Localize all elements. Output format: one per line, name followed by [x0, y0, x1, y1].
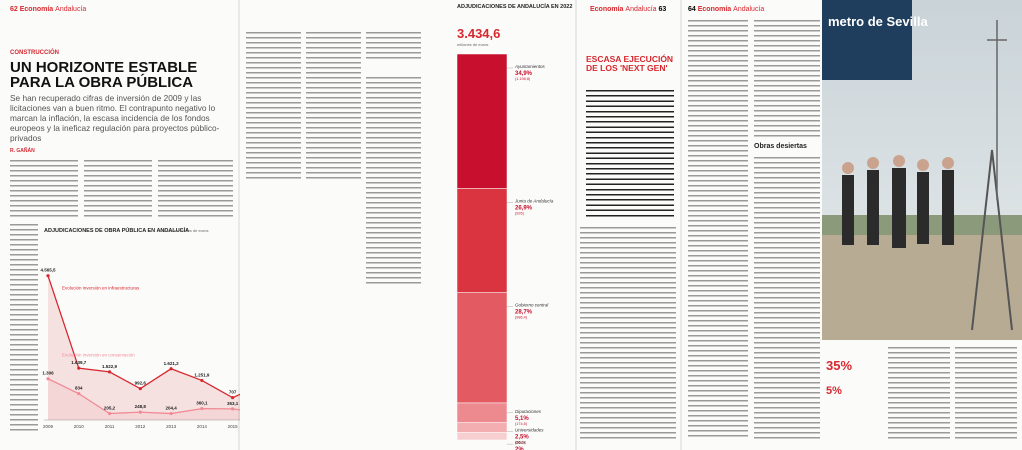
point [77, 392, 80, 395]
subhead: Obras desiertas [754, 143, 807, 150]
value-label: 707 [229, 390, 237, 395]
text-block [688, 18, 748, 438]
segment-amount: (926) [515, 212, 525, 216]
photo: metro de Sevilla [822, 0, 1022, 340]
value-label: 1.522,9 [102, 364, 118, 369]
region: Andalucía [625, 6, 656, 13]
bar-segment [457, 189, 507, 293]
x-tick-label: 2012 [135, 424, 146, 429]
region: Andalucía [733, 6, 764, 13]
text-block [955, 345, 1017, 440]
text-block [754, 18, 820, 138]
text-block [366, 30, 421, 60]
value-label: 4.565,5 [40, 268, 56, 273]
segment-name: Otros [515, 440, 527, 445]
point [200, 407, 203, 410]
stacked-bar-chart: ADJUDICACIONES DE ANDALUCÍA EN 2022 3.43… [455, 0, 575, 450]
chart-subtitle: Cifras en millones de euros [160, 228, 208, 233]
stat: 5% [826, 385, 842, 397]
bar-segment [457, 292, 507, 403]
segment-name: Universidades [515, 427, 544, 432]
bar-segment [457, 423, 507, 433]
bar-segment [457, 432, 507, 440]
spread: 62 Economía Andalucía CONSTRUCCIÓN UN HO… [0, 0, 1022, 450]
bar-segment [457, 54, 507, 189]
text-block [888, 345, 950, 440]
legend-label: Evolución inversión en infraestructuras [62, 286, 140, 291]
page-number: 63 [659, 6, 667, 13]
x-tick-label: 2015 [228, 424, 239, 429]
value-label: 1.639,7 [71, 360, 87, 365]
x-tick-label: 2013 [166, 424, 177, 429]
total: 3.434,6 [457, 26, 500, 41]
point [169, 367, 172, 370]
segment-name: Junta de Andalucía [514, 199, 554, 204]
page-number: 64 [688, 6, 696, 13]
segment-amount: (1.198,8) [515, 77, 531, 81]
value-label: 205,2 [104, 406, 116, 411]
point [46, 274, 49, 277]
x-tick-label: 2011 [105, 424, 115, 429]
segment-amount: (986,4) [515, 315, 528, 319]
unit: millones de euros [457, 42, 488, 47]
point [169, 412, 172, 415]
section: Economía [698, 6, 731, 13]
value-label: 1.251,9 [194, 372, 210, 377]
sign-text: metro de Sevilla [828, 14, 928, 29]
point [46, 377, 49, 380]
x-tick-label: 2010 [74, 424, 85, 429]
segment-name: Ayuntamientos [514, 64, 545, 69]
headline: ESCASA EJECUCIÓN DE LOS 'NEXT GEN' [586, 55, 676, 73]
section: Economía [590, 6, 623, 13]
value-label: 834 [75, 386, 83, 391]
folio: Economía Andalucía 63 [590, 6, 666, 13]
x-tick-label: 2009 [43, 424, 54, 429]
text-block [246, 30, 301, 180]
segment-name: Gobierno central [515, 302, 549, 307]
point [77, 367, 80, 370]
text-block [580, 225, 676, 440]
text-block [306, 30, 361, 180]
point [108, 412, 111, 415]
point [231, 396, 234, 399]
point [231, 407, 234, 410]
segment-name: Diputaciones [515, 409, 542, 414]
stat: 35% [826, 358, 852, 373]
segment-amount: (174,6) [515, 422, 528, 426]
value-label: 992,6 [135, 381, 147, 386]
value-label: 360,1 [196, 401, 208, 406]
point [108, 370, 111, 373]
text-block [366, 75, 421, 285]
legend-label: Evolución inversión en conservación [62, 353, 135, 358]
folio: 64 Economía Andalucía [688, 6, 764, 13]
chart-title: ADJUDICACIONES DE ANDALUCÍA EN 2022 [457, 2, 572, 10]
x-tick-label: 2014 [197, 424, 208, 429]
text-block [754, 155, 820, 440]
bar-segment [457, 403, 507, 423]
point [139, 387, 142, 390]
value-label: 248,8 [135, 404, 147, 409]
value-label: 353,1 [227, 401, 239, 406]
point [139, 411, 142, 414]
point [200, 379, 203, 382]
value-label: 1.306 [42, 371, 54, 376]
value-label: 204,4 [165, 406, 177, 411]
intro-block [586, 88, 674, 218]
value-label: 1.621,2 [164, 361, 180, 366]
